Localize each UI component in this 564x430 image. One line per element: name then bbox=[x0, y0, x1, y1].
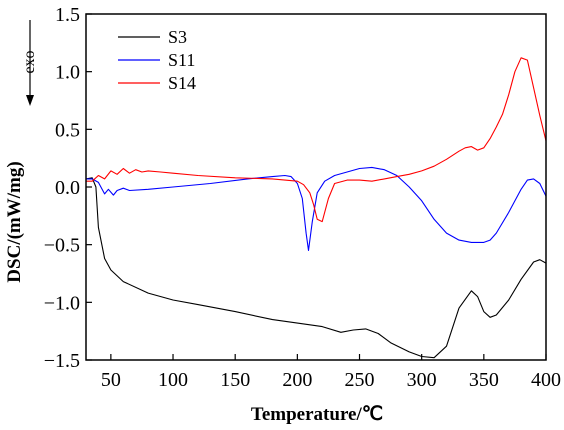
series-line-s3 bbox=[85, 177, 547, 359]
x-tick-label: 50 bbox=[101, 369, 121, 391]
y-tick-label: 1.0 bbox=[55, 62, 80, 84]
y-tick-label: 1.5 bbox=[55, 4, 80, 26]
y-tick-label: −1.0 bbox=[44, 292, 80, 314]
x-tick-label: 200 bbox=[282, 369, 312, 391]
legend-label-s3: S3 bbox=[168, 27, 187, 47]
y-tick-label: −0.5 bbox=[44, 235, 80, 257]
x-tick-label: 250 bbox=[345, 369, 375, 391]
x-tick-label: 300 bbox=[407, 369, 437, 391]
series-line-s11 bbox=[86, 166, 547, 251]
y-tick-label: 0.5 bbox=[55, 119, 80, 141]
exo-arrow-head bbox=[26, 95, 34, 106]
x-tick-label: 350 bbox=[469, 369, 499, 391]
legend-label-s11: S11 bbox=[168, 50, 195, 70]
y-tick-label: 0.0 bbox=[55, 177, 80, 199]
x-axis-title: Temperature/℃ bbox=[251, 404, 383, 425]
series-line-s14 bbox=[86, 57, 547, 223]
plot-frame bbox=[85, 13, 547, 361]
y-tick-label: −1.5 bbox=[44, 350, 80, 372]
legend: S3 S11 S14 bbox=[118, 27, 196, 93]
y-axis-title: DSC/(mW/mg) bbox=[4, 161, 25, 282]
legend-label-s14: S14 bbox=[168, 73, 196, 93]
x-tick-label: 100 bbox=[158, 369, 188, 391]
x-tick-label: 400 bbox=[531, 369, 561, 391]
x-tick-label: 150 bbox=[220, 369, 250, 391]
